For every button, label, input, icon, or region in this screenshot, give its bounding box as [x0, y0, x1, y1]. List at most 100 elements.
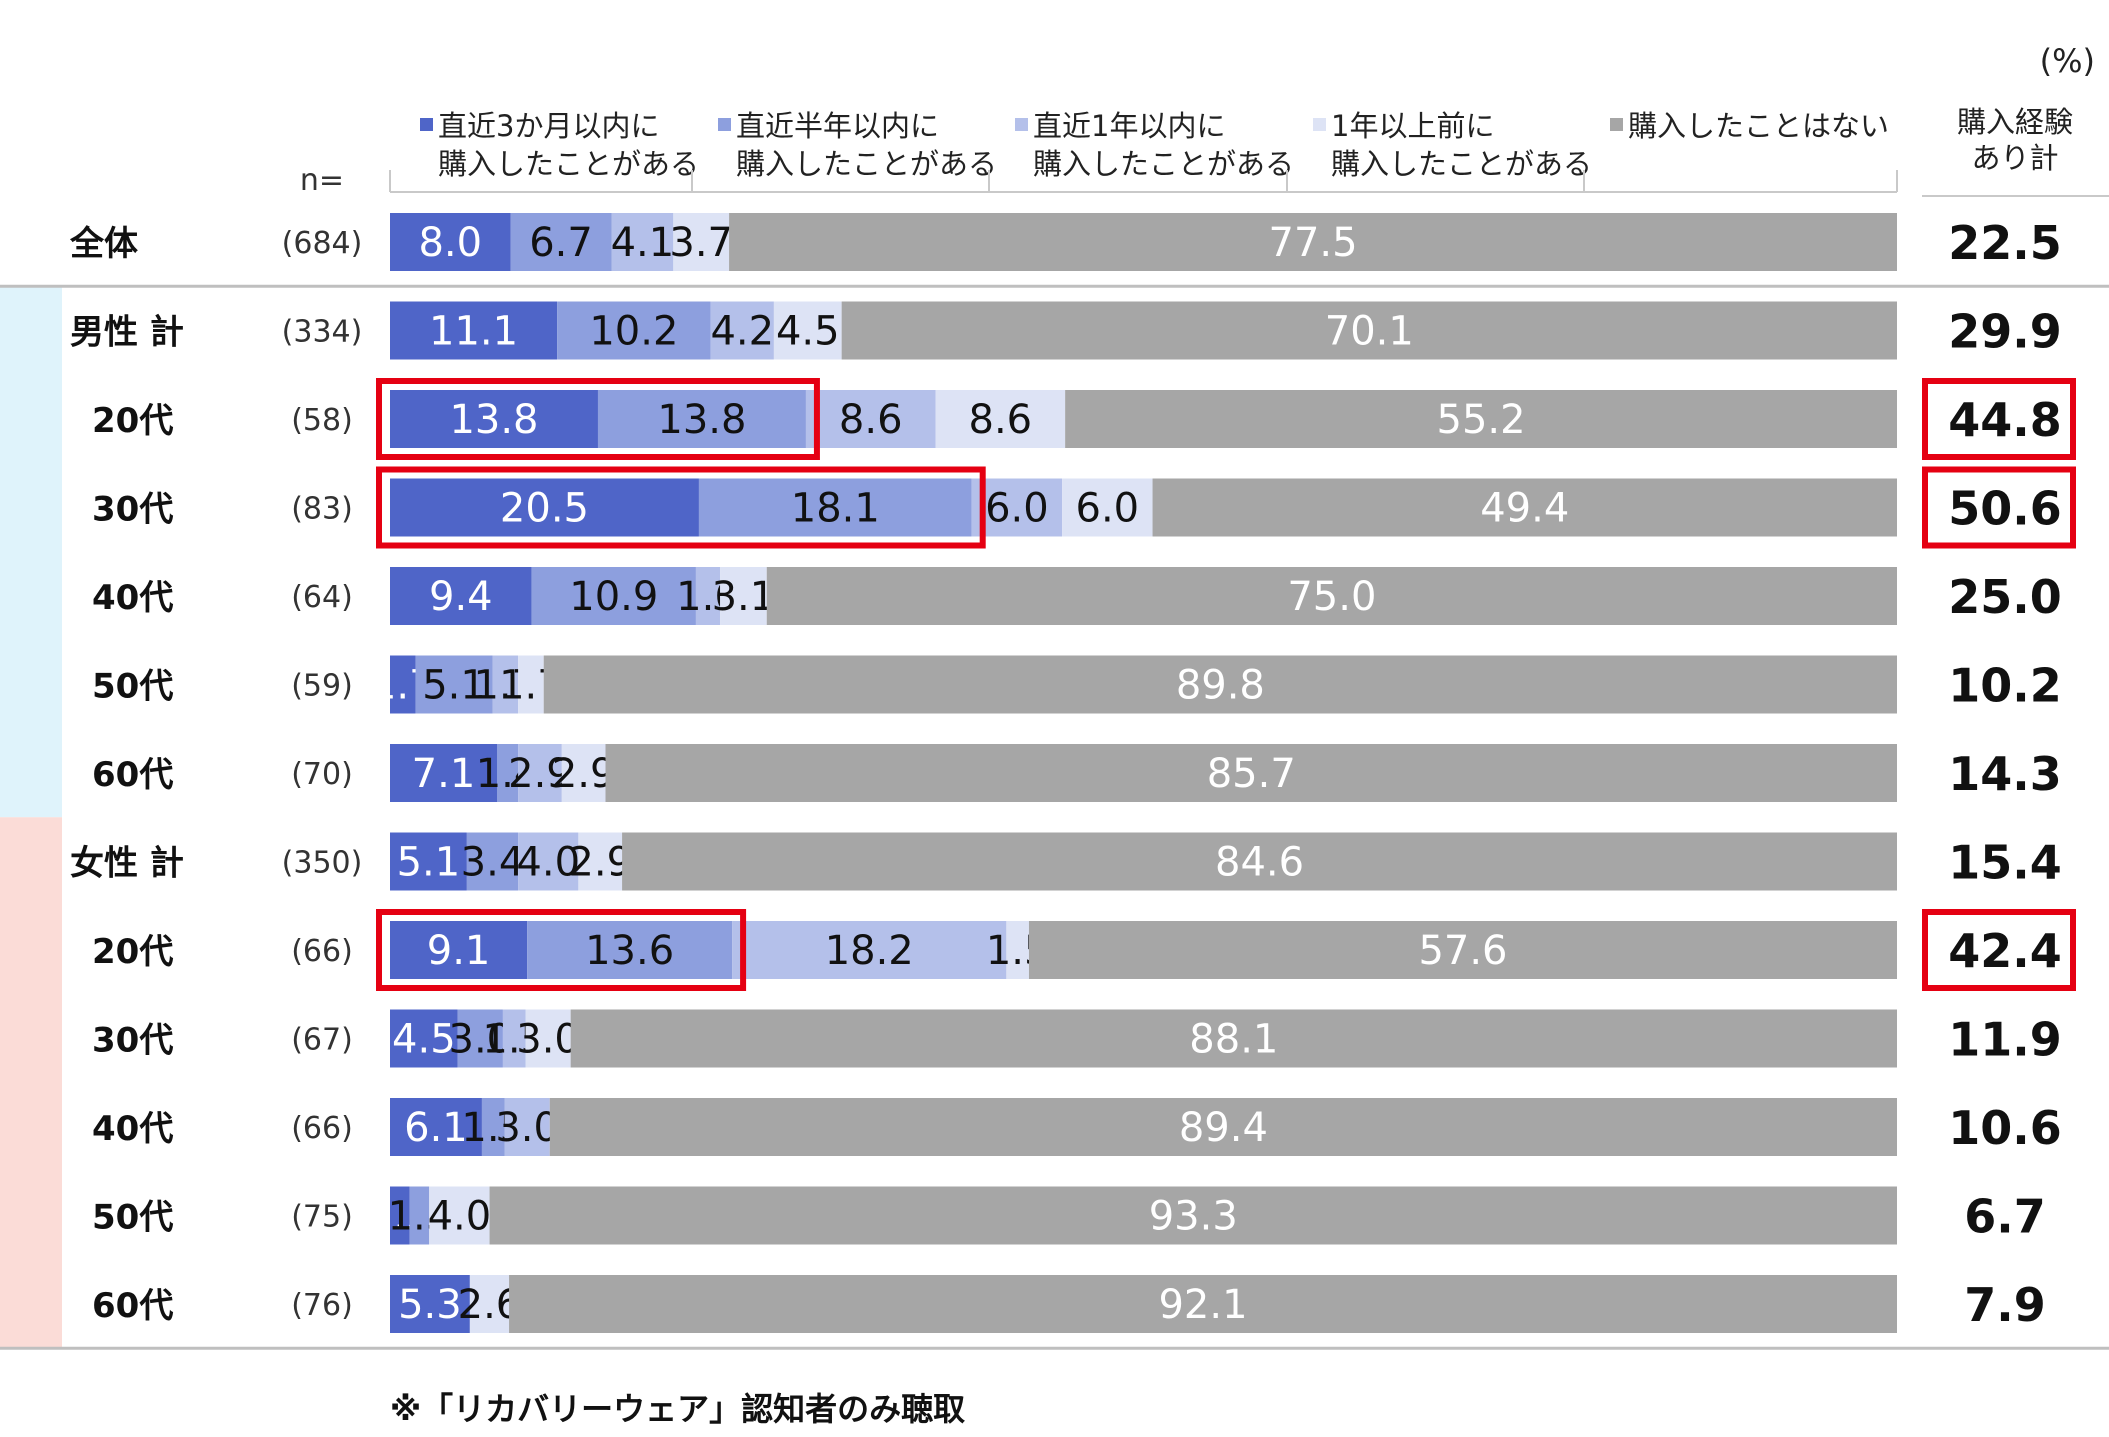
bar-value-label: 5.1 — [397, 840, 461, 886]
legend-swatch — [1610, 118, 1623, 131]
row-total: 42.4 — [1948, 924, 2062, 978]
legend-swatch — [420, 118, 433, 131]
bar-segment — [578, 832, 623, 891]
highlight-box — [376, 909, 747, 991]
bar-value-label: 5.1 — [422, 663, 486, 709]
bar-value-label: 55.2 — [1437, 397, 1526, 443]
legend-label: 購入したことがある — [1033, 147, 1294, 181]
legend-swatch — [1313, 118, 1326, 131]
bar-segment — [732, 921, 1007, 979]
table-row: 40代 (66) 6.11.53.0 89.4 10.6 — [92, 1098, 2062, 1156]
bar-segment — [1152, 478, 1897, 537]
bar-segment — [390, 1009, 458, 1068]
bar-segment — [502, 1009, 526, 1068]
row-label: 40代 — [92, 578, 173, 618]
row-n: (76) — [291, 1288, 353, 1323]
bar-segment — [518, 832, 579, 891]
bar-segment — [543, 655, 1897, 714]
bar-segment — [605, 744, 1897, 802]
group-bands — [0, 286, 62, 1349]
bar-value-label: 13.8 — [657, 397, 746, 443]
bar-segment — [390, 655, 416, 714]
bar-segment — [504, 1098, 550, 1156]
bar-segment — [549, 1098, 1898, 1156]
table-row: 60代 (70) 7.1 1.42.92.9 85.7 14.3 — [92, 744, 2062, 802]
bar-segment — [469, 1275, 510, 1333]
bar-segment — [1006, 921, 1029, 979]
highlight-box — [376, 378, 820, 460]
bar-segment — [390, 1186, 410, 1245]
bar-segment — [695, 567, 721, 625]
bar-value-label: 2.9 — [568, 840, 632, 886]
row-total: 14.3 — [1948, 747, 2062, 801]
legend-label: 購入したことがある — [1331, 147, 1592, 181]
row-n: (58) — [291, 403, 353, 438]
bar-segment — [429, 1186, 490, 1245]
row-n: (67) — [291, 1023, 353, 1058]
legend-item: 購入したことはない — [1610, 109, 1889, 143]
bar-segment — [390, 390, 598, 448]
bar-segment — [390, 1275, 470, 1333]
row-label: 30代 — [92, 1021, 173, 1061]
bar-value-label: 18.2 — [825, 928, 914, 974]
bar-segment — [525, 1009, 571, 1068]
bar-segment — [1065, 390, 1897, 448]
bar-value-label: 4.5 — [392, 1017, 456, 1063]
bar-value-label: 5.3 — [398, 1282, 462, 1328]
row-n: (684) — [282, 226, 363, 261]
highlight-box-total — [1922, 466, 2076, 549]
bar-segment — [390, 213, 511, 271]
bar-segment — [390, 921, 528, 979]
bar-segment — [971, 478, 1063, 537]
bar-value-label: 4.1 — [611, 220, 675, 266]
row-total: 7.9 — [1964, 1278, 2046, 1332]
row-label: 男性 計 — [70, 313, 184, 353]
bar-segment — [518, 744, 562, 802]
row-total: 6.7 — [1964, 1190, 2046, 1244]
bar-value-label: 3.0 — [516, 1017, 580, 1063]
row-label: 60代 — [92, 755, 173, 795]
row-n: (59) — [291, 669, 353, 704]
table-row: 女性 計 (350) 5.1 3.44.02.9 84.6 15.4 — [70, 832, 2062, 891]
bar-value-label: 4.2 — [710, 309, 774, 355]
row-n: (64) — [291, 580, 353, 615]
bar-value-label: 75.0 — [1287, 574, 1376, 620]
bar-segment — [935, 390, 1066, 448]
row-total: 22.5 — [1948, 216, 2062, 270]
bar-value-label: 6.0 — [985, 486, 1049, 532]
row-label: 20代 — [92, 932, 173, 972]
bar-segment — [570, 1009, 1897, 1068]
bar-value-label: 8.6 — [839, 397, 903, 443]
total-header-label: 購入経験 — [1957, 105, 2073, 139]
legend-swatch — [718, 118, 731, 131]
unit-label: (%) — [2040, 42, 2095, 80]
table-row: 40代 (64) 9.4 10.9 1.63.1 75.0 25.0 — [92, 567, 2062, 625]
bar-value-label: 88.1 — [1189, 1017, 1278, 1063]
bar-segment — [415, 655, 493, 714]
bar-segment — [466, 832, 519, 891]
row-n: (66) — [291, 934, 353, 969]
row-label: 女性 計 — [70, 844, 184, 884]
bar-value-label: 9.4 — [429, 574, 493, 620]
row-n: (83) — [291, 492, 353, 527]
bar-value-label: 3.1 — [712, 574, 776, 620]
bar-value-label: 9.1 — [427, 928, 491, 974]
legend-swatch — [1015, 118, 1028, 131]
table-row: 20代 (58) 13.8 13.8 8.6 8.6 55.2 44.8 — [92, 378, 2076, 460]
bar-value-label: 2.9 — [552, 751, 616, 797]
total-header-label: あり計 — [1971, 141, 2058, 175]
bar-segment — [805, 390, 936, 448]
bar-value-label: 8.0 — [418, 220, 482, 266]
row-total: 44.8 — [1948, 393, 2062, 447]
bar-segment — [527, 921, 733, 979]
bar-value-label: 92.1 — [1158, 1282, 1247, 1328]
bar-segment — [597, 390, 806, 448]
bar-segment — [409, 1186, 430, 1245]
bar-segment — [390, 301, 558, 360]
bar-segment — [710, 301, 774, 360]
bar-value-label: 2.9 — [508, 751, 572, 797]
bar-value-label: 57.6 — [1418, 928, 1507, 974]
